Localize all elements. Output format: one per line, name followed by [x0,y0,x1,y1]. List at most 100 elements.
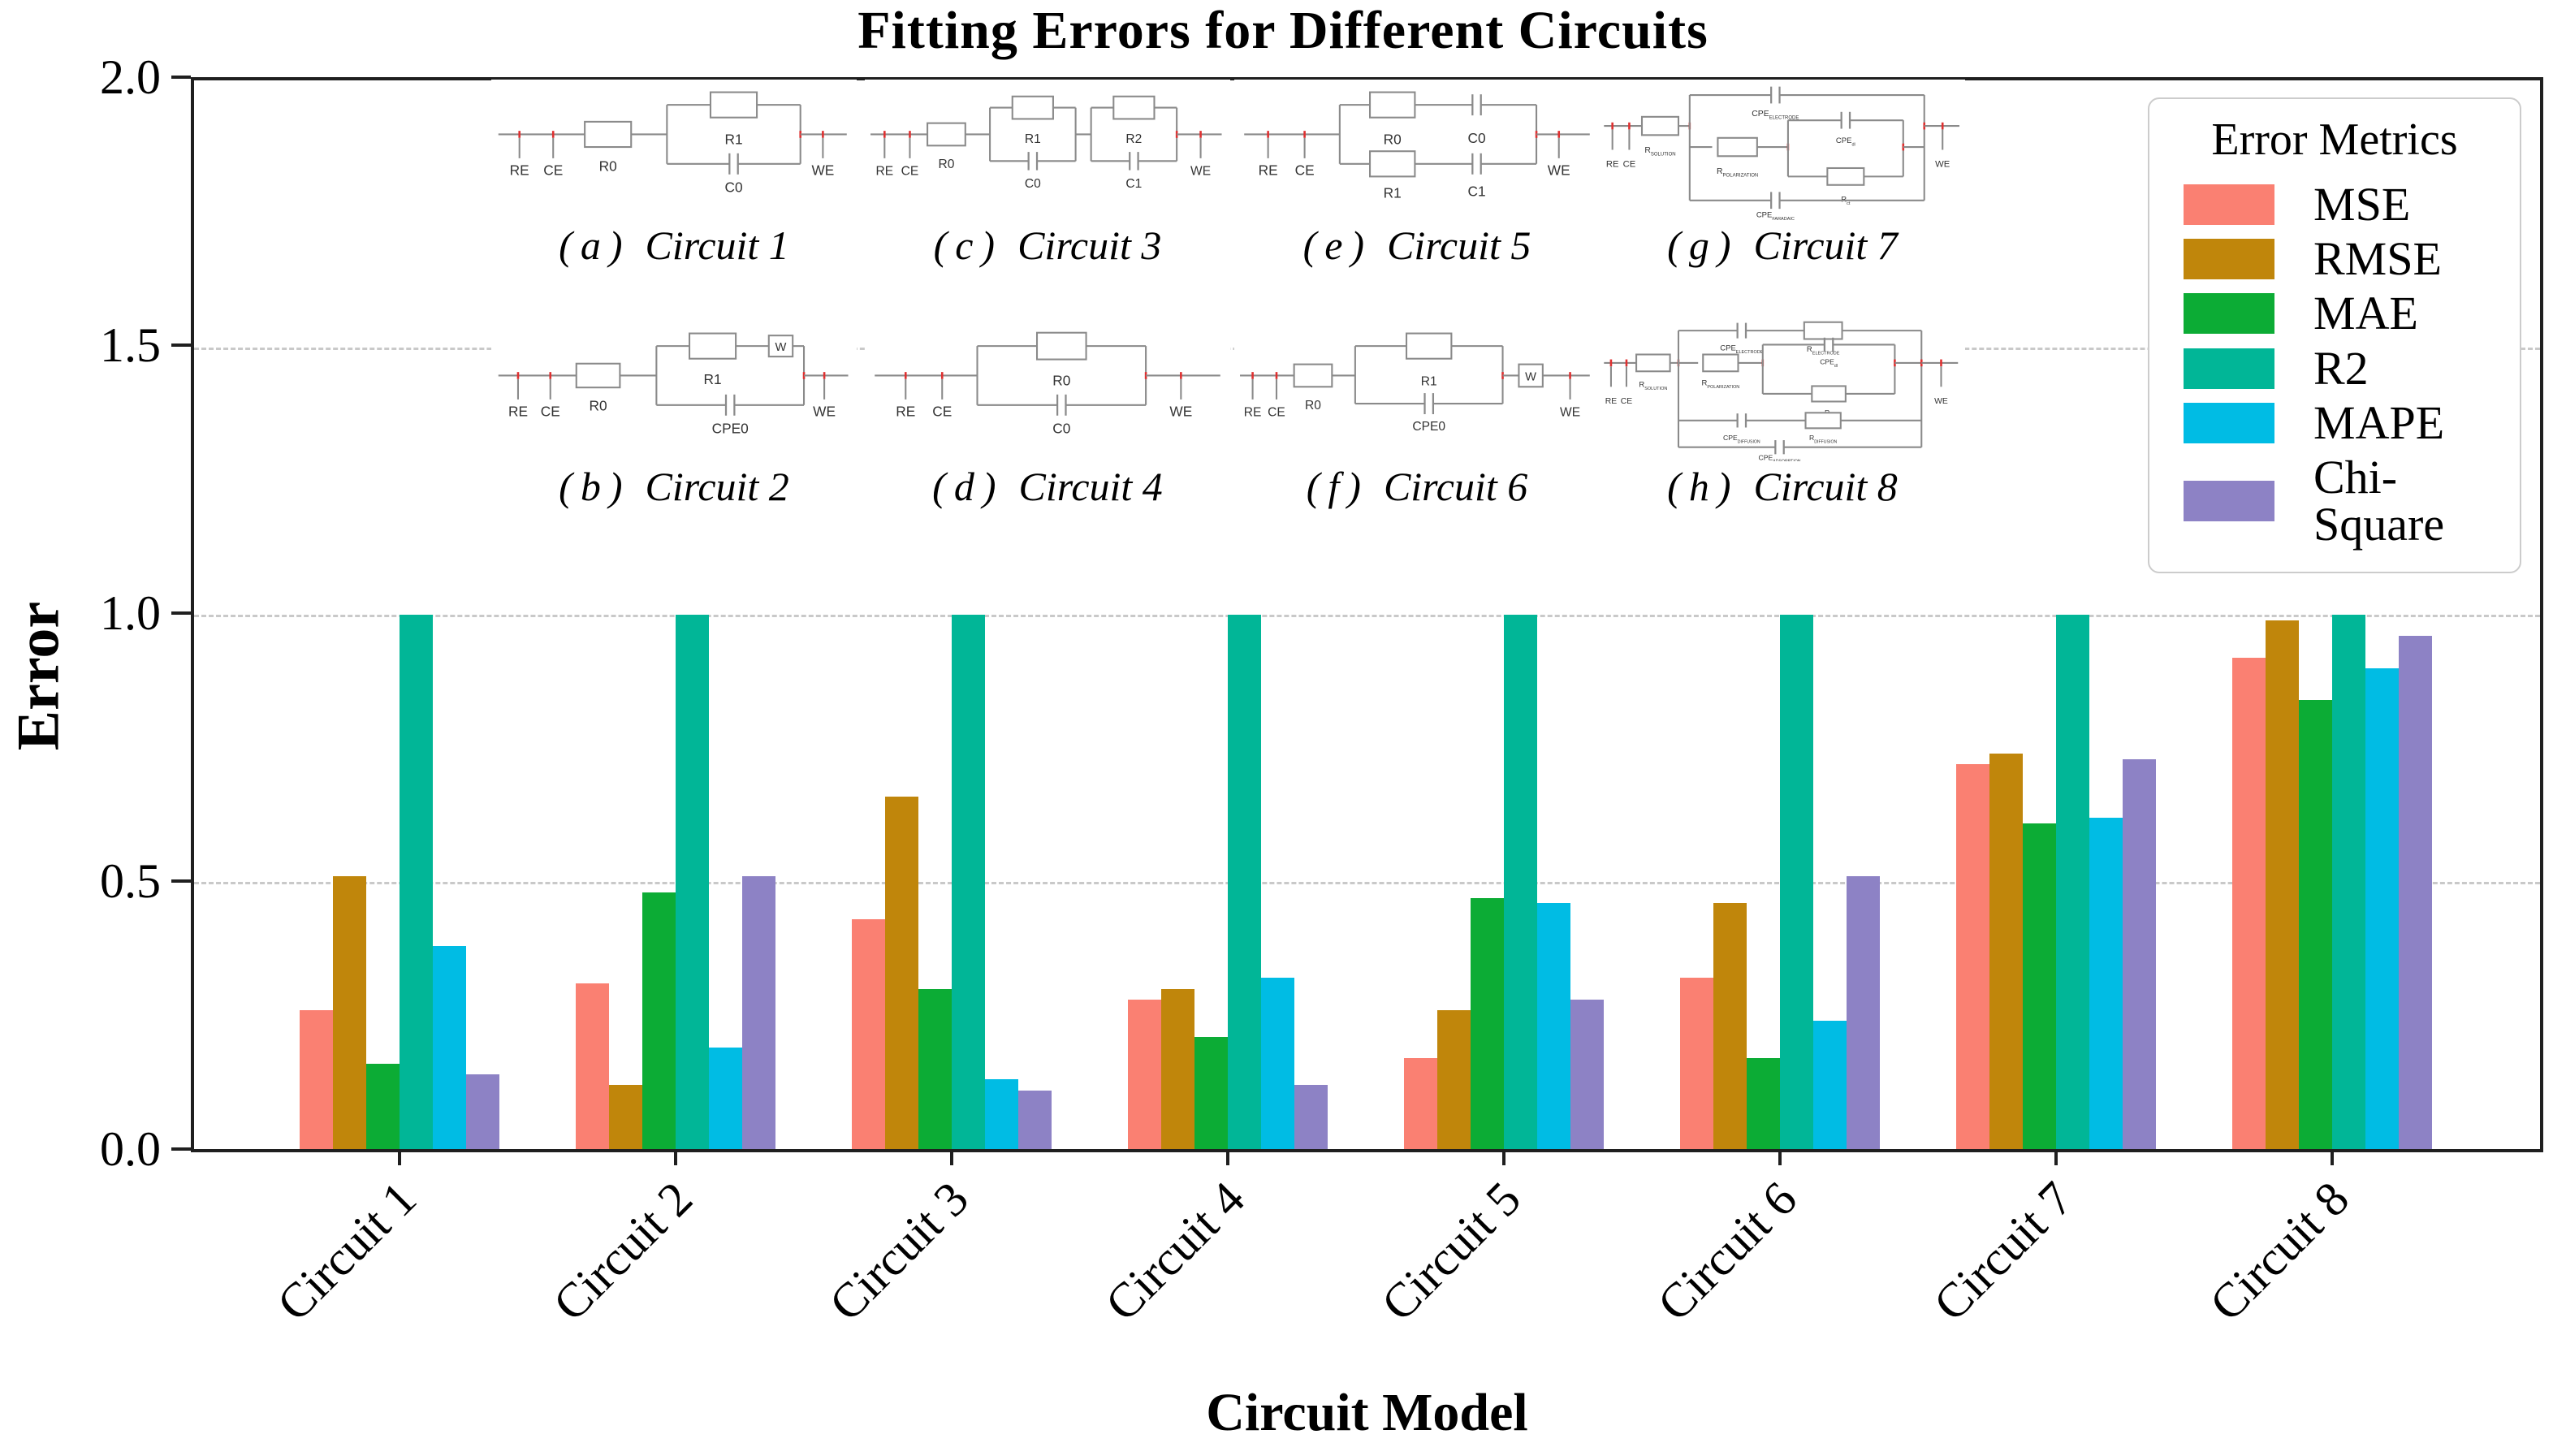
inset-caption-c7: (g) Circuit 7 [1600,222,1965,269]
svg-text:CPEFARADAIC: CPEFARADAIC [1756,211,1795,220]
ytick-mark-0.5 [171,879,191,883]
svg-text:R0: R0 [938,158,954,171]
bar-circuit8-rmse [2266,620,2299,1149]
svg-text:R1: R1 [1421,375,1437,389]
inset-caption-tag: (e) [1302,223,1373,268]
bar-circuit7-mae [2023,823,2056,1149]
svg-text:WE: WE [1169,404,1192,420]
svg-text:CE: CE [541,404,560,420]
circuit-schematic-c3: RE CE R0 R1 C0 R2 C1 WE [865,80,1230,220]
inset-circuit-8: RE CE RSOLUTION CPEELECTRODE RELECTRODE RPOLA… [1600,321,1965,510]
bar-circuit4-mae [1194,1036,1228,1149]
bar-circuit6-chi-square [1847,876,1880,1149]
inset-caption-tag: (c) [933,223,1004,268]
xtick-mark-5 [1502,1152,1505,1165]
svg-text:W: W [775,341,787,354]
bar-circuit4-rmse [1161,988,1194,1149]
svg-text:R0: R0 [599,158,617,174]
bar-circuit2-mae [642,892,676,1149]
bar-circuit2-mse [576,983,609,1149]
bar-circuit7-rmse [1989,754,2023,1149]
svg-text:CPEELECTRODE: CPEELECTRODE [1752,110,1799,120]
legend-label-rmse: RMSE [2313,232,2442,286]
bar-circuit1-rmse [333,876,366,1149]
bar-circuit5-chi-square [1570,999,1604,1149]
svg-text:RSOLUTION: RSOLUTION [1639,380,1667,391]
bar-circuit4-mape [1261,978,1294,1149]
circuit-schematic-c7: RE CE RSOLUTION CPEELECTRODE RPOLARIZATION CP… [1600,80,1965,220]
bar-circuit3-r2 [952,615,985,1149]
bar-circuit3-mape [985,1079,1018,1149]
inset-caption-tag: (b) [559,464,631,509]
svg-text:WE: WE [1548,162,1570,179]
svg-text:W: W [1525,371,1536,384]
bar-circuit8-mae [2299,700,2332,1149]
svg-text:R1: R1 [724,132,742,148]
svg-text:RE: RE [896,404,915,420]
legend-label-mse: MSE [2313,178,2411,231]
circuit-schematic-c1: RE CE R0 R1 C0 WE [491,80,857,220]
bar-circuit2-mape [709,1047,742,1149]
bar-circuit1-mae [366,1063,400,1149]
svg-text:RE: RE [1259,162,1278,179]
inset-caption-c6: (f) Circuit 6 [1234,463,1600,510]
gridline-0.5 [194,882,2540,884]
legend-label-r2: R2 [2313,341,2369,395]
legend-entry-mape: MAPE [2184,395,2520,449]
bar-circuit1-mape [433,945,466,1149]
xtick-mark-7 [2054,1152,2058,1165]
svg-text:WE: WE [813,404,836,420]
svg-text:CE: CE [1268,406,1285,420]
svg-text:C1: C1 [1125,177,1142,191]
bar-circuit5-mae [1471,897,1504,1149]
inset-caption-name: Circuit 7 [1753,223,1898,268]
bar-circuit1-mse [300,1009,333,1149]
gridline-1 [194,615,2540,617]
xtick-label-4: Circuit 4 [1095,1171,1255,1332]
legend-entry-mae: MAE [2184,290,2520,337]
svg-text:R0: R0 [1384,132,1402,148]
bar-circuit3-rmse [885,796,918,1149]
inset-caption-tag: (g) [1667,223,1739,268]
legend-swatch-mse [2184,184,2274,226]
svg-text:CPEdl: CPEdl [1836,136,1855,147]
svg-text:R0: R0 [590,398,607,414]
inset-caption-name: Circuit 6 [1383,464,1528,509]
svg-text:CPEELECTRODE: CPEELECTRODE [1720,343,1763,354]
x-axis-title: Circuit Model [1206,1383,1528,1442]
svg-text:WE: WE [1560,406,1580,420]
svg-text:RE: RE [1605,397,1617,406]
bar-circuit2-r2 [676,615,709,1149]
svg-text:R2: R2 [1125,132,1142,146]
xtick-mark-6 [1778,1152,1782,1165]
inset-caption-tag: (a) [559,223,631,268]
xtick-label-5: Circuit 5 [1372,1171,1531,1332]
bar-circuit3-mae [918,988,952,1149]
legend-rows: MSE RMSE MAE R2 MAPE Chi-Square [2149,174,2520,555]
svg-text:R0: R0 [1305,399,1321,413]
svg-text:RDIFFUSION: RDIFFUSION [1809,434,1837,444]
svg-text:RE: RE [510,162,529,179]
legend-label-mape: MAPE [2313,395,2445,449]
bar-circuit1-chi-square [466,1074,499,1149]
inset-circuit-2: RE CE R0 R1 W CPE0 WE (b) Circuit 2 [491,321,857,510]
svg-text:CPEdl: CPEdl [1820,358,1838,369]
bar-circuit4-r2 [1228,615,1261,1149]
bar-circuit5-rmse [1437,1009,1471,1149]
legend-entry-mse: MSE [2184,181,2520,228]
bar-circuit5-mse [1404,1058,1437,1149]
inset-caption-c3: (c) Circuit 3 [865,222,1230,269]
bar-circuit6-rmse [1713,903,1747,1149]
bar-circuit2-chi-square [742,876,775,1149]
svg-text:RPOLARIZATION: RPOLARIZATION [1717,167,1758,178]
xtick-mark-4 [1226,1152,1229,1165]
bar-circuit6-mae [1747,1058,1780,1149]
bar-circuit7-mse [1956,764,1989,1149]
bar-circuit7-r2 [2056,615,2089,1149]
inset-caption-c2: (b) Circuit 2 [491,463,857,510]
svg-text:C0: C0 [1467,130,1485,146]
bar-circuit6-r2 [1780,615,1813,1149]
xtick-label-3: Circuit 3 [819,1171,979,1332]
ytick-label-1.0: 1.0 [100,586,161,640]
inset-caption-c4: (d) Circuit 4 [865,463,1230,510]
